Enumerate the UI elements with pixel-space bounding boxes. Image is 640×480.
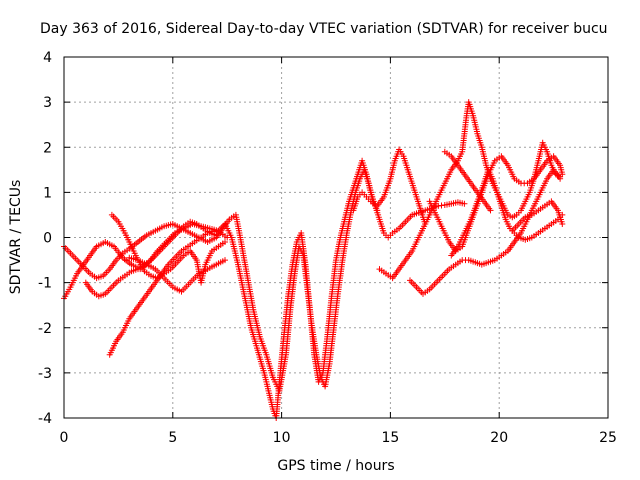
y-tick-label: 4	[43, 50, 52, 66]
data-series	[61, 157, 468, 421]
y-tick-label: 2	[43, 140, 52, 156]
y-tick-label: -3	[38, 366, 52, 382]
y-tick-label: -4	[38, 411, 52, 427]
data-layer	[61, 99, 566, 421]
data-series	[350, 146, 429, 227]
x-axis-label: GPS time / hours	[277, 458, 394, 474]
data-point-marker	[559, 221, 566, 227]
tick-layer: 0 5 10 15 20 25 -4 -3 -2 -1 0 1 2 3 4	[38, 50, 617, 446]
x-tick-label: 25	[599, 430, 617, 446]
y-tick-label: 0	[43, 231, 52, 247]
data-point-marker	[487, 207, 494, 214]
y-tick-label: 3	[43, 95, 52, 111]
data-point-marker	[222, 257, 228, 264]
y-axis-label: SDTVAR / TECUs	[8, 180, 24, 295]
y-tick-label: -1	[38, 276, 52, 292]
x-tick-label: 15	[381, 430, 399, 446]
data-point-marker	[559, 171, 566, 178]
x-tick-label: 0	[60, 430, 69, 446]
chart-title: Day 363 of 2016, Sidereal Day-to-day VTE…	[40, 21, 608, 37]
data-series	[426, 153, 566, 254]
data-point-marker	[222, 239, 228, 245]
data-series	[82, 218, 220, 300]
y-tick-label: -2	[38, 321, 52, 337]
data-series	[376, 99, 564, 282]
y-tick-label: 1	[43, 185, 52, 201]
x-tick-label: 5	[168, 430, 177, 446]
data-point-marker	[461, 200, 468, 207]
x-tick-label: 20	[490, 430, 508, 446]
data-series	[441, 148, 494, 214]
data-point-marker	[224, 234, 231, 241]
data-point-marker	[557, 175, 564, 182]
data-series	[61, 166, 381, 394]
x-tick-label: 10	[273, 430, 291, 446]
data-series	[509, 198, 566, 234]
data-point-marker	[213, 232, 220, 239]
data-series	[126, 254, 228, 295]
data-series	[106, 227, 231, 358]
